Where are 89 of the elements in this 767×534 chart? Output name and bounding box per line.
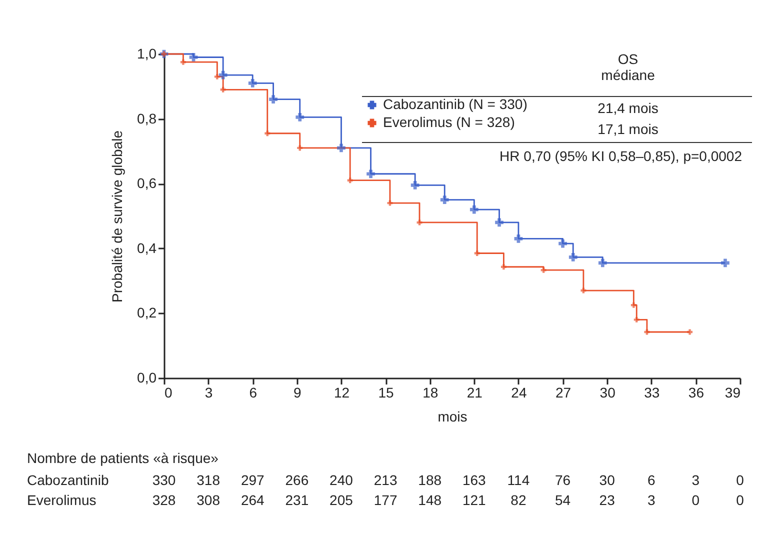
text: 328 <box>152 492 176 508</box>
text: 6 <box>647 472 656 488</box>
point <box>387 200 393 206</box>
point <box>495 218 504 227</box>
text: 308 <box>196 492 220 508</box>
x-tick-label: 12 <box>334 384 350 400</box>
annotation: 21,4 mois <box>598 100 658 116</box>
annotation: 17,1 mois <box>598 121 658 137</box>
point <box>297 145 303 151</box>
text: 264 <box>240 492 265 508</box>
point <box>366 170 375 178</box>
text: 82 <box>510 492 526 508</box>
y-tick-label: 0,2 <box>137 304 157 321</box>
text: 0 <box>736 492 744 508</box>
point <box>598 258 607 268</box>
point <box>347 178 353 184</box>
y-tick-label: 0,0 <box>137 370 157 386</box>
point <box>558 239 567 248</box>
text: 330 <box>152 472 176 488</box>
point <box>248 78 257 88</box>
text: Everolimus <box>27 492 96 508</box>
x-tick-label: 3 <box>204 384 213 400</box>
y-axis-title: Probalité de survive globale <box>109 130 126 302</box>
y-tick-label: 0,8 <box>137 110 157 126</box>
annotation: HR 0,70 (95% KI 0,58–0,85), p=0,0002 <box>500 148 742 164</box>
point <box>337 144 346 152</box>
point <box>220 86 226 92</box>
text: 188 <box>418 472 442 488</box>
x-tick-label: 9 <box>294 384 302 400</box>
text: 266 <box>285 472 309 488</box>
text: 76 <box>554 472 571 488</box>
text: 54 <box>554 492 571 508</box>
x-tick-label: 39 <box>724 384 741 400</box>
point <box>514 234 523 243</box>
point <box>264 130 270 136</box>
y-tick-label: 1,0 <box>137 46 157 62</box>
text: 205 <box>330 492 354 508</box>
x-tick-label: 24 <box>511 384 527 400</box>
text: 23 <box>599 492 616 508</box>
text: Cabozantinib <box>27 472 109 488</box>
text: 0 <box>692 492 700 508</box>
point <box>474 250 480 256</box>
text: 297 <box>240 472 265 488</box>
point <box>500 264 506 270</box>
legend-label: Everolimus (N = 328) <box>383 114 515 130</box>
text: 177 <box>374 492 398 508</box>
point <box>296 112 304 122</box>
legend-label: Cabozantinib (N = 330) <box>383 96 528 112</box>
point <box>568 252 578 262</box>
text: 3 <box>692 472 700 488</box>
x-tick-label: 36 <box>688 384 704 400</box>
point <box>440 196 449 204</box>
point <box>410 181 420 190</box>
point <box>634 316 640 322</box>
text: 3 <box>647 492 656 508</box>
point <box>189 53 198 62</box>
annotation: OS <box>618 51 638 67</box>
point <box>470 205 478 214</box>
text: 318 <box>196 472 220 488</box>
x-tick-label: 27 <box>555 384 572 400</box>
point <box>540 267 546 273</box>
x-tick-label: 6 <box>249 384 258 400</box>
x-axis-title: mois <box>438 408 468 424</box>
x-tick-label: 18 <box>422 384 438 400</box>
text: Nombre de patients «à risque» <box>27 450 219 466</box>
text: 240 <box>330 472 354 488</box>
point <box>214 74 220 80</box>
text: 163 <box>462 472 486 488</box>
text: 213 <box>374 472 398 488</box>
point <box>580 288 586 294</box>
y-tick-label: 0,6 <box>137 175 157 192</box>
text: 231 <box>285 492 309 508</box>
annotation: médiane <box>601 67 656 83</box>
point <box>687 329 693 335</box>
y-tick-label: 0,4 <box>137 240 157 256</box>
x-tick-label: 21 <box>466 384 483 400</box>
x-tick-label: 33 <box>644 384 660 400</box>
text: 121 <box>462 492 486 508</box>
x-tick-label: 30 <box>600 384 616 400</box>
x-tick-label: 15 <box>378 384 394 400</box>
point <box>180 59 186 65</box>
point <box>630 302 636 308</box>
point <box>721 258 730 268</box>
text: 148 <box>418 492 442 508</box>
text: 0 <box>736 472 744 488</box>
text: 30 <box>599 472 616 488</box>
text: 114 <box>507 472 530 488</box>
point <box>269 95 278 104</box>
x-tick-label: 0 <box>164 384 172 400</box>
